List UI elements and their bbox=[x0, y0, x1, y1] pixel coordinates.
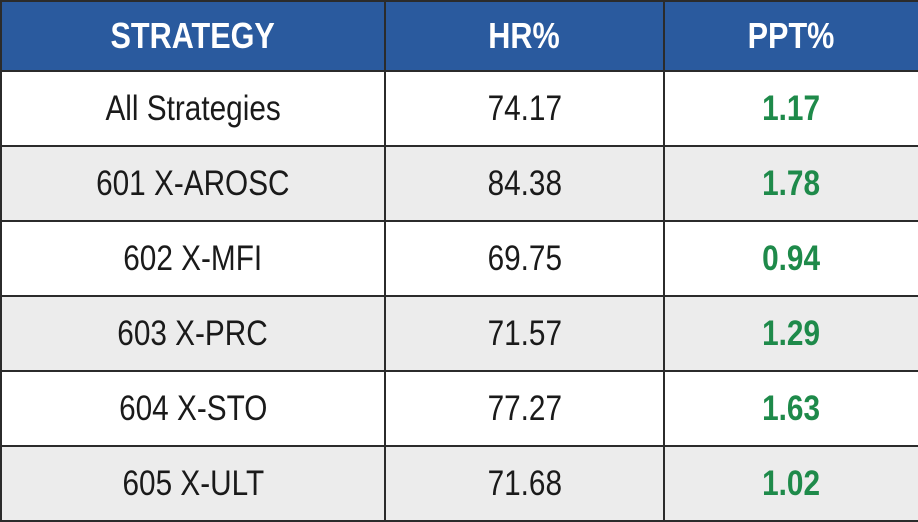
strategy-cell: 603 X-PRC bbox=[0, 295, 386, 372]
hr-cell: 77.27 bbox=[384, 370, 665, 447]
cell-text: 602 X-MFI bbox=[123, 238, 263, 278]
cell-text: 0.94 bbox=[762, 238, 821, 278]
hr-cell: 69.75 bbox=[384, 220, 665, 297]
ppt-cell: 1.02 bbox=[663, 445, 918, 522]
header-cell: STRATEGY bbox=[0, 0, 386, 72]
cell-text: PPT% bbox=[748, 15, 835, 56]
strategy-cell: 604 X-STO bbox=[0, 370, 386, 447]
cell-text: 1.63 bbox=[762, 388, 821, 428]
hr-cell: 84.38 bbox=[384, 145, 665, 222]
table-row: 603 X-PRC 71.57 1.29 bbox=[0, 295, 918, 372]
strategy-cell: 601 X-AROSC bbox=[0, 145, 386, 222]
table-row: All Strategies 74.17 1.17 bbox=[0, 70, 918, 147]
cell-text: 604 X-STO bbox=[118, 388, 268, 428]
cell-text: 601 X-AROSC bbox=[96, 163, 290, 203]
cell-text: 77.27 bbox=[487, 388, 562, 428]
cell-text: 1.17 bbox=[762, 88, 821, 128]
cell-text: All Strategies bbox=[105, 88, 281, 128]
strategy-cell: All Strategies bbox=[0, 70, 386, 147]
header-cell: HR% bbox=[384, 0, 665, 72]
ppt-cell: 1.78 bbox=[663, 145, 918, 222]
table-header: STRATEGY HR% PPT% bbox=[0, 0, 918, 72]
header-cell: PPT% bbox=[663, 0, 918, 72]
table-row: 601 X-AROSC 84.38 1.78 bbox=[0, 145, 918, 222]
hr-cell: 71.68 bbox=[384, 445, 665, 522]
cell-text: HR% bbox=[488, 15, 561, 56]
ppt-cell: 1.17 bbox=[663, 70, 918, 147]
cell-text: 71.57 bbox=[487, 313, 562, 353]
table-row: 604 X-STO 77.27 1.63 bbox=[0, 370, 918, 447]
table-body: All Strategies 74.17 1.17 601 X-AROSC 84.38 1… bbox=[0, 70, 918, 522]
ppt-cell: 1.29 bbox=[663, 295, 918, 372]
cell-text: STRATEGY bbox=[110, 15, 276, 56]
cell-text: 69.75 bbox=[487, 238, 562, 278]
cell-text: 1.78 bbox=[762, 163, 821, 203]
cell-text: 71.68 bbox=[487, 463, 562, 503]
cell-text: 605 X-ULT bbox=[122, 463, 264, 503]
hr-cell: 74.17 bbox=[384, 70, 665, 147]
cell-text: 1.02 bbox=[762, 463, 821, 503]
cell-text: 84.38 bbox=[487, 163, 562, 203]
ppt-cell: 1.63 bbox=[663, 370, 918, 447]
cell-text: 74.17 bbox=[487, 88, 562, 128]
cell-text: 1.29 bbox=[762, 313, 821, 353]
cell-text: 603 X-PRC bbox=[117, 313, 269, 353]
header-row: STRATEGY HR% PPT% bbox=[0, 0, 918, 72]
ppt-cell: 0.94 bbox=[663, 220, 918, 297]
strategy-cell: 602 X-MFI bbox=[0, 220, 386, 297]
table-row: 605 X-ULT 71.68 1.02 bbox=[0, 445, 918, 522]
strategy-cell: 605 X-ULT bbox=[0, 445, 386, 522]
table-row: 602 X-MFI 69.75 0.94 bbox=[0, 220, 918, 297]
hr-cell: 71.57 bbox=[384, 295, 665, 372]
